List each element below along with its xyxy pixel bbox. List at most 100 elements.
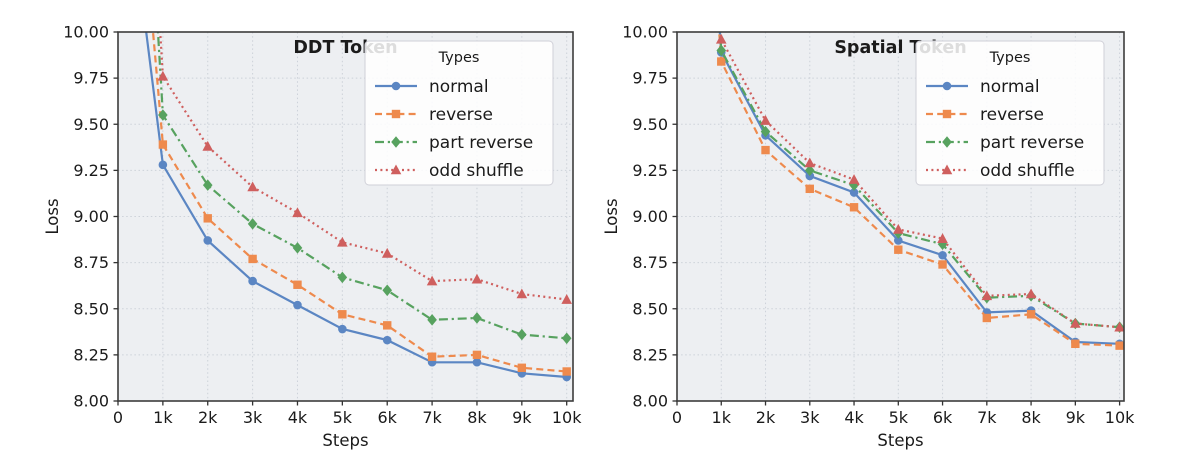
legend-item-label: reverse (429, 105, 493, 125)
data-point-marker (247, 218, 258, 230)
data-point-marker (427, 314, 437, 326)
legend-handle-circle-marker (391, 81, 401, 91)
tick-marks (113, 31, 568, 406)
data-point-marker (849, 188, 859, 197)
legend-handle-square-marker (391, 109, 401, 119)
data-point-marker (337, 271, 348, 284)
data-point-marker (338, 324, 347, 334)
x-tick-label: 4k (844, 408, 864, 427)
chart-spatial-token: 0 1k 2k 3k 4k 5k 6k 7k 8k 9k 10k 8.00 8.25 8.50 8.75 9.… (602, 23, 1135, 451)
x-tick-labels: 0 1k 2k 3k 4k 5k 6k 7k 8k 9k 10k (672, 408, 1135, 427)
x-tick-label: 5k (333, 408, 353, 427)
legend-item-reverse: reverse (926, 105, 1044, 125)
series-layer (715, 32, 1124, 350)
data-point-marker (516, 288, 528, 299)
legend-item-odd-shuffle: odd shuffle (926, 161, 1075, 181)
legend-item-label: normal (980, 77, 1040, 97)
data-point-marker (1114, 321, 1124, 332)
data-point-marker (338, 310, 347, 319)
data-point-marker (804, 164, 815, 177)
legend-item-odd-shuffle: odd shuffle (375, 161, 524, 181)
data-point-marker (938, 250, 947, 260)
data-point-marker (761, 145, 770, 155)
legend-title: Types (438, 50, 480, 66)
x-tick-label: 1k (712, 408, 732, 427)
data-point-marker (203, 214, 212, 223)
y-tick-label: 9.75 (632, 69, 668, 88)
data-point-marker (760, 125, 771, 138)
data-point-marker (561, 332, 572, 345)
y-axis-label: Loss (43, 198, 62, 234)
data-point-marker (561, 294, 572, 304)
data-point-marker (293, 300, 302, 310)
legend-box (364, 40, 554, 186)
legend-item-label: odd shuffle (980, 161, 1075, 181)
x-tick-label: 10k (552, 408, 582, 427)
legend-handle-circle-marker (942, 81, 952, 91)
y-tick-labels: 8.00 8.25 8.50 8.75 9.00 9.25 9.50 9.75 10.00 (622, 23, 668, 411)
data-point-marker (938, 260, 947, 269)
y-tick-label: 8.50 (73, 299, 109, 318)
legend-item-label: part reverse (980, 133, 1084, 153)
data-point-marker (472, 312, 482, 324)
data-point-marker (1071, 339, 1080, 349)
y-tick-label: 8.00 (73, 392, 109, 411)
data-point-marker (716, 44, 727, 57)
legend: Types normal reverse part reverse odd shuffl… (364, 40, 554, 186)
y-tick-label: 8.75 (73, 253, 109, 272)
series-part-reverse-markers (158, 109, 572, 345)
data-point-marker (1025, 288, 1037, 299)
data-point-marker (805, 184, 814, 194)
x-tick-label: 9k (512, 408, 532, 427)
y-tick-label: 9.25 (73, 161, 109, 180)
data-point-marker (472, 357, 482, 367)
data-point-marker (248, 254, 257, 264)
y-tick-label: 9.25 (632, 161, 668, 180)
legend-handle-diamond-marker (391, 136, 401, 148)
data-point-marker (982, 313, 992, 323)
data-point-marker (292, 242, 303, 254)
data-point-marker (427, 352, 437, 361)
x-tick-label: 6k (933, 408, 953, 427)
x-axis-label: Steps (877, 431, 923, 450)
data-point-marker (1070, 318, 1081, 328)
series-layer (145, 32, 572, 382)
y-axis-label: Loss (602, 198, 621, 234)
data-point-marker (717, 57, 726, 66)
legend-item-label: normal (429, 77, 489, 97)
y-tick-label: 9.00 (632, 207, 668, 226)
x-tick-label: 8k (1021, 408, 1041, 427)
x-tick-label: 0 (113, 408, 123, 427)
data-point-marker (158, 140, 168, 149)
series-reverse-markers (717, 57, 1124, 350)
data-point-marker (248, 276, 257, 286)
y-tick-label: 9.50 (73, 115, 109, 134)
x-tick-labels: 0 1k 2k 3k 4k 5k 6k 7k 8k 9k 10k (113, 408, 582, 427)
x-tick-label: 4k (288, 408, 308, 427)
data-point-marker (382, 335, 392, 345)
x-tick-label: 10k (1105, 408, 1135, 427)
x-tick-label: 3k (800, 408, 820, 427)
data-point-marker (158, 160, 168, 170)
data-point-marker (562, 367, 571, 376)
data-point-marker (517, 363, 527, 372)
data-point-marker (157, 70, 169, 81)
data-point-marker (426, 275, 438, 286)
x-tick-label: 7k (422, 408, 442, 427)
data-point-marker (760, 115, 771, 125)
data-point-marker (202, 140, 214, 151)
x-tick-label: 9k (1066, 408, 1086, 427)
data-point-marker (894, 245, 903, 254)
legend-item-part-reverse: part reverse (926, 133, 1084, 153)
chart-ddt-token: 0 1k 2k 3k 4k 5k 6k 7k 8k 9k 10k 8.00 8.25 8.50 8.75 9.… (43, 23, 582, 451)
y-tick-label: 8.25 (632, 345, 668, 364)
legend-handle-triangle-marker (941, 164, 953, 175)
legend-item-label: reverse (980, 105, 1044, 125)
legend-box (915, 40, 1105, 186)
legend-handle-diamond-marker (942, 136, 952, 148)
legend: Types normal reverse part reverse odd shuffl… (915, 40, 1105, 186)
x-tick-label: 1k (153, 408, 173, 427)
data-point-marker (202, 179, 213, 191)
data-point-marker (383, 321, 392, 330)
